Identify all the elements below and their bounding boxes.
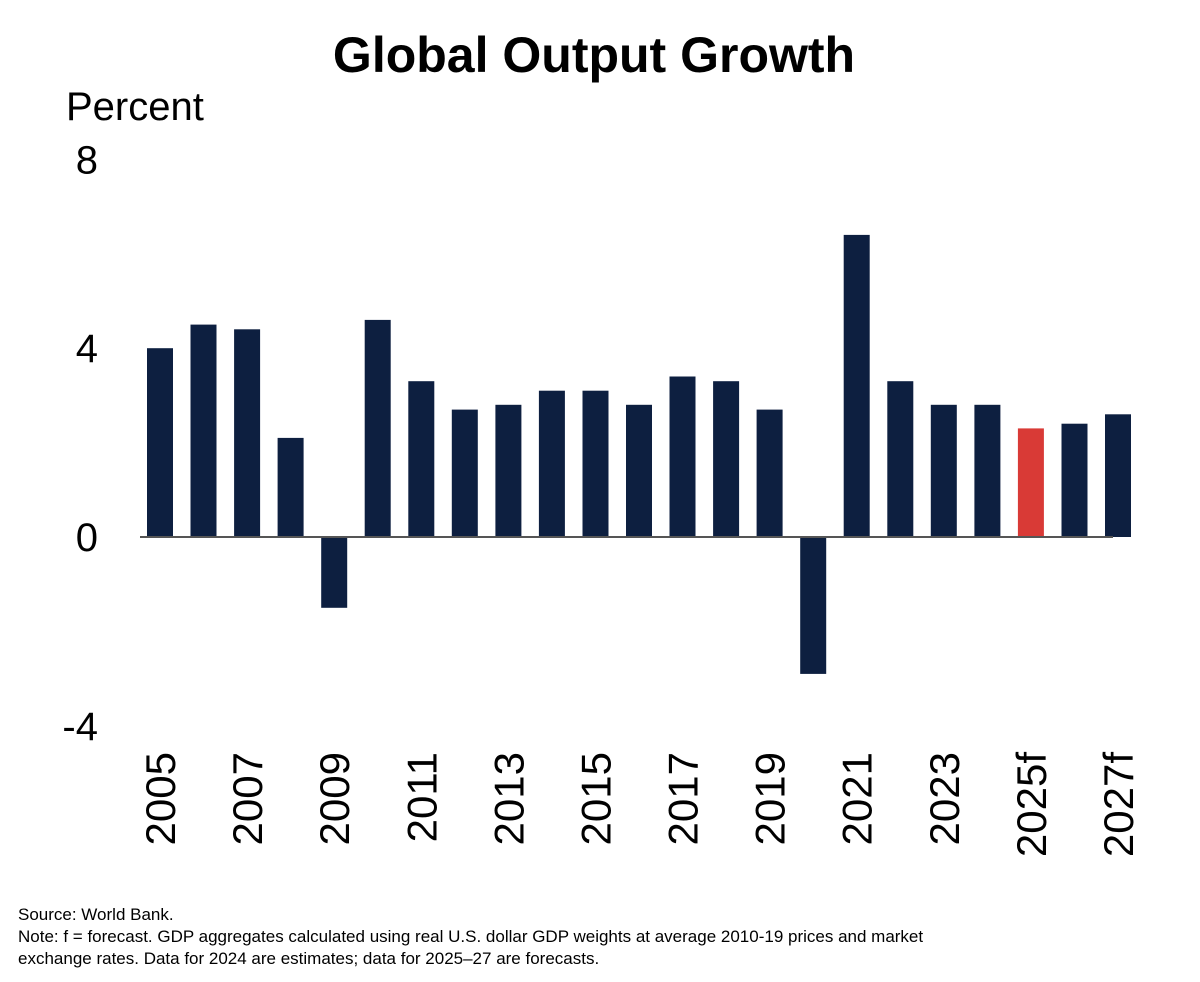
bar-2019 [756,409,783,537]
bar-2016 [626,404,652,537]
bar-2014 [538,390,565,537]
bar-2027f [1105,414,1131,537]
note-line-1: Note: f = forecast. GDP aggregates calcu… [18,927,924,946]
bar-2015 [582,390,609,537]
x-tick-2023: 2023 [921,752,968,845]
bar-2025f [1017,428,1044,537]
x-tick-2015: 2015 [573,752,620,845]
bar-2020 [800,537,827,674]
bar-2012 [451,409,478,537]
x-tick-2017: 2017 [660,752,707,845]
y-tick-0: 0 [76,516,98,560]
chart-title: Global Output Growth [332,27,856,83]
bar-2021 [843,234,870,537]
bar-2018 [713,381,740,537]
bar-2017 [669,376,696,537]
bar-2023 [930,404,957,537]
note-line-2: exchange rates. Data for 2024 are estima… [18,949,600,968]
bar-2026f [1061,423,1088,537]
bar-2007 [234,329,261,537]
y-tick-8: 8 [76,138,98,182]
x-tick-2005: 2005 [137,752,184,845]
x-axis-ticks: 2005 2007 2009 2011 2013 2015 2017 2019 2021 2023… [137,752,1142,857]
bar-2010 [364,319,391,537]
bar-2022 [887,381,914,537]
x-tick-2009: 2009 [311,752,358,845]
y-tick--4: -4 [62,705,98,749]
x-tick-2021: 2021 [834,752,881,845]
x-tick-2025f: 2025f [1008,752,1055,857]
footnotes: Source: World Bank. Note: f = forecast. … [18,904,1178,970]
x-tick-2019: 2019 [747,752,794,845]
y-tick-4: 4 [76,327,98,371]
chart-plot: Percent 840-4 2005 2007 2009 2011 2013 2015 20… [62,85,1142,857]
bar-2005 [147,348,173,537]
x-tick-2027f: 2027f [1095,752,1142,857]
bar-series [147,234,1131,674]
bar-2011 [408,381,435,537]
y-axis-label: Percent [66,85,204,129]
x-tick-2007: 2007 [224,752,271,845]
source-note: Source: World Bank. [18,905,174,924]
bar-2006 [190,324,217,537]
bar-2013 [495,404,522,537]
bar-2008 [277,437,304,537]
x-tick-2013: 2013 [485,752,532,845]
y-axis-ticks: 8 4 0 -4 [62,138,98,748]
x-tick-2011: 2011 [398,752,445,842]
bar-2024 [974,404,1001,537]
bar-2009 [321,537,348,608]
